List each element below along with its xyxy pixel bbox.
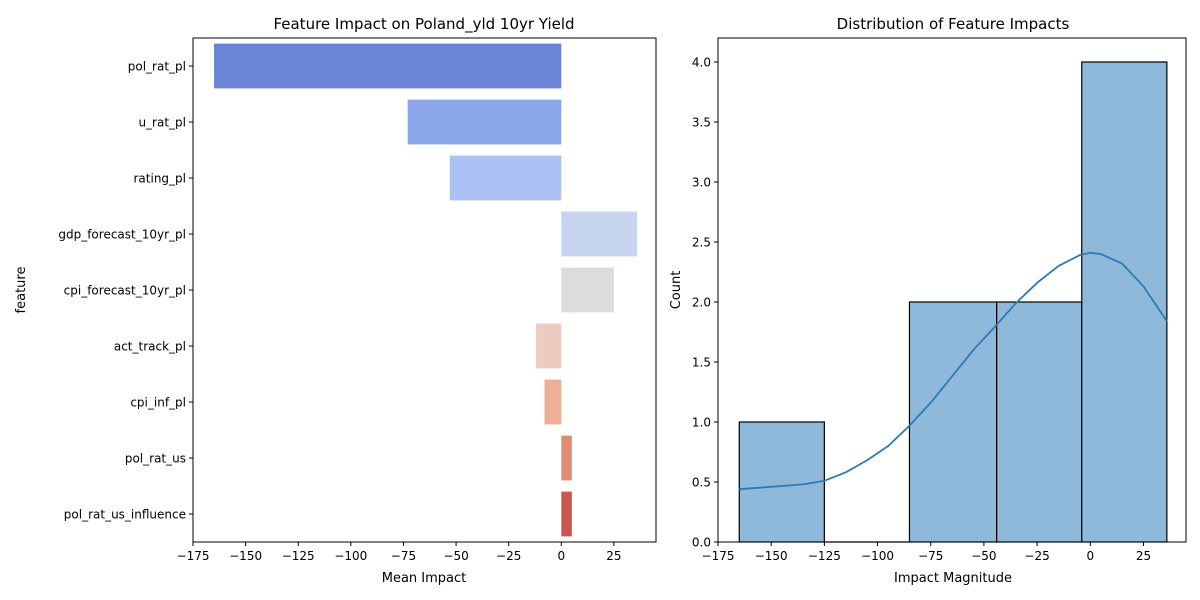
x-tick-label: −25	[496, 549, 521, 563]
feature-impact-chart: Feature Impact on Poland_yld 10yr Yield …	[14, 15, 657, 586]
x-tick-label: −125	[282, 549, 315, 563]
bar	[214, 43, 562, 89]
x-tick-label: 25	[1136, 549, 1151, 563]
x-tick-label: −50	[443, 549, 468, 563]
x-tick-label: 0	[557, 549, 565, 563]
x-tick-label: −125	[808, 549, 841, 563]
y-axis-label: Count	[669, 271, 684, 310]
y-tick-label: 3.5	[692, 116, 711, 130]
y-tick-label: act_track_pl	[114, 340, 186, 354]
y-tick-label: rating_pl	[134, 172, 187, 186]
y-tick-label: gdp_forecast_10yr_pl	[58, 228, 186, 242]
x-tick-label: −175	[702, 549, 735, 563]
plot-frame	[717, 37, 1187, 543]
x-tick-label: −150	[755, 549, 788, 563]
y-tick-label: 2.0	[692, 296, 711, 310]
x-tick-label: −50	[971, 549, 996, 563]
x-tick-label: −175	[177, 549, 210, 563]
x-tick-label: −150	[229, 549, 262, 563]
y-tick-label: 4.0	[692, 56, 711, 70]
chart-title: Feature Impact on Poland_yld 10yr Yield	[273, 15, 574, 34]
x-tick-label: −25	[1024, 549, 1049, 563]
y-axis-label: feature	[14, 267, 29, 314]
x-axis-label: Impact Magnitude	[894, 571, 1012, 586]
bar	[561, 491, 572, 537]
distribution-chart: Distribution of Feature Impacts 0.0 0.5 1.…	[669, 15, 1187, 586]
bar	[544, 379, 562, 425]
histogram-bar	[738, 421, 825, 543]
y-tick-label: cpi_inf_pl	[130, 396, 186, 410]
y-tick-label: 1.5	[692, 356, 711, 370]
y-tick-label: 0.5	[692, 476, 711, 490]
plot-frame	[192, 37, 657, 543]
x-axis-label: Mean Impact	[382, 571, 467, 586]
x-tick-label: −75	[918, 549, 943, 563]
bar	[407, 99, 562, 145]
x-tick-label: −100	[861, 549, 894, 563]
bar	[449, 155, 562, 201]
y-tick-label: pol_rat_us	[125, 452, 186, 466]
y-tick-label: 2.5	[692, 236, 711, 250]
x-tick-label: −100	[334, 549, 367, 563]
y-tick-label: 1.0	[692, 416, 711, 430]
histogram-bar	[996, 301, 1083, 543]
x-tick-label: 0	[1086, 549, 1094, 563]
bar	[561, 211, 638, 257]
y-tick-label: cpi_forecast_10yr_pl	[64, 284, 186, 298]
y-tick-label: pol_rat_pl	[128, 60, 186, 74]
y-tick-label: u_rat_pl	[138, 116, 186, 130]
chart-title: Distribution of Feature Impacts	[837, 15, 1070, 33]
y-tick-label: 3.0	[692, 176, 711, 190]
bar	[561, 435, 572, 481]
bar	[561, 267, 614, 313]
x-tick-label: 25	[606, 549, 621, 563]
y-tick-label: 0.0	[692, 536, 711, 550]
kde-line	[739, 251, 1168, 491]
x-tick-label: −75	[391, 549, 416, 563]
bar	[536, 323, 562, 369]
y-tick-label: pol_rat_us_influence	[64, 508, 186, 522]
